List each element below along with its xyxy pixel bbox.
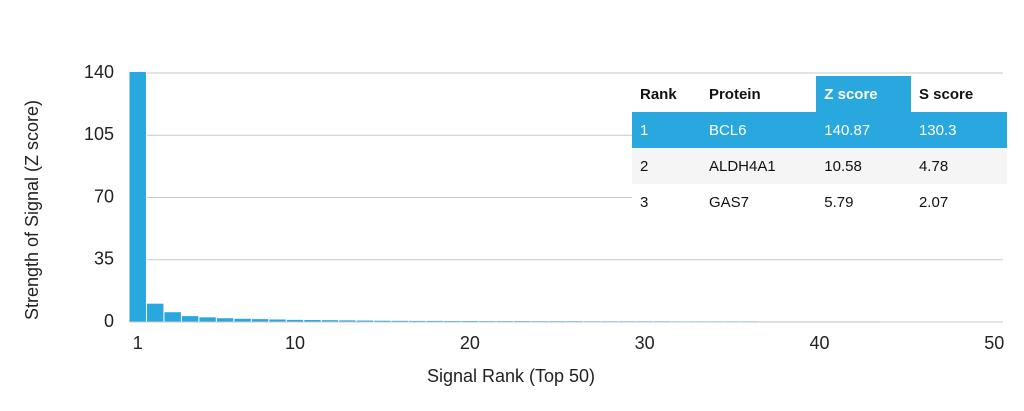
table-cell: 3: [640, 193, 649, 211]
bar: [163, 311, 182, 323]
bar: [215, 317, 235, 323]
bar: [128, 70, 147, 323]
x-tick-label: 1: [133, 333, 143, 353]
table-cell: BCL6: [700, 112, 817, 148]
table-row: 1 BCL6 140.87 130.3: [632, 112, 1007, 148]
y-tick-label: 0: [104, 311, 114, 331]
table-cell: ALDH4A1: [700, 148, 817, 184]
column-header: Z score: [816, 76, 911, 112]
column-header: Protein: [708, 85, 761, 103]
x-tick-label: 40: [809, 333, 829, 353]
y-tick-label: 70: [94, 186, 114, 206]
column-header: Rank: [640, 85, 677, 103]
x-axis-title: Signal Rank (Top 50): [427, 366, 595, 386]
bar: [145, 302, 165, 323]
x-tick-label: 30: [635, 333, 655, 353]
y-tick-label: 105: [84, 124, 114, 144]
table-header-row: Rank Protein Z score S score: [632, 76, 1007, 112]
bar: [233, 317, 252, 323]
y-axis-title: Strength of Signal (Z score): [22, 100, 42, 320]
y-tick-label: 140: [84, 62, 114, 82]
bar: [250, 318, 270, 323]
table-cell: 2.07: [918, 193, 949, 211]
column-header: S score: [918, 85, 974, 103]
table-cell: 1: [632, 112, 701, 148]
table-row: 3 GAS7 5.79 2.07: [632, 184, 1007, 220]
x-tick-label: 10: [285, 333, 305, 353]
x-tick-label: 20: [460, 333, 480, 353]
table-cell: 140.87: [816, 112, 911, 148]
bar: [180, 315, 200, 323]
table-cell: 10.58: [816, 148, 911, 184]
x-tick-label: 50: [984, 333, 1004, 353]
table-row: 2 ALDH4A1 10.58 4.78: [632, 148, 1007, 184]
table-cell: 4.78: [910, 148, 1007, 184]
table-cell: 5.79: [824, 193, 854, 211]
score-table: Rank Protein Z score S score 1 BCL6 140.87 130.…: [632, 76, 1007, 220]
bar: [198, 316, 217, 323]
table-cell: 130.3: [910, 112, 1007, 148]
table-cell: 2: [632, 148, 701, 184]
table-cell: GAS7: [708, 193, 749, 211]
y-tick-label: 35: [94, 249, 114, 269]
